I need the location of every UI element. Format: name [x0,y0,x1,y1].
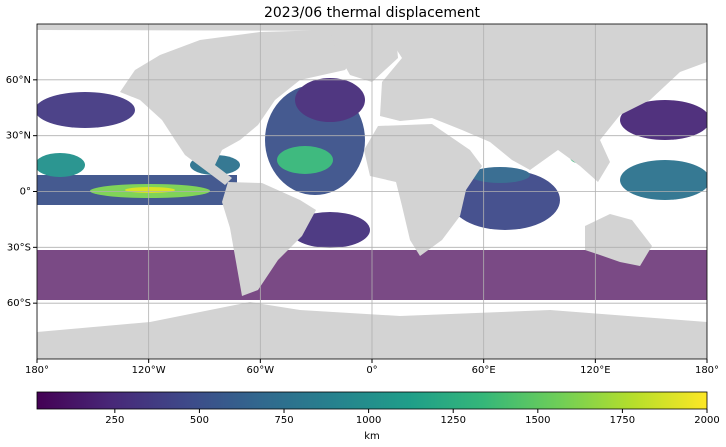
south-america [222,182,316,296]
x-tick-label: 0° [366,365,377,376]
field-patch [620,100,707,140]
colorbar-tick-label: 1500 [525,415,550,426]
y-tick-label: 30°S [7,242,31,253]
y-tick-label: 0° [20,187,31,198]
x-tick-label: 180° [695,365,719,376]
x-tick-label: 120°E [580,365,610,376]
colorbar-tick-label: 1000 [356,415,381,426]
australia [585,214,652,266]
field-patch [37,92,135,128]
y-tick-label: 60°S [7,298,31,309]
field-patch [620,160,707,200]
x-tick-label: 120°W [132,365,166,376]
field-patch [37,153,85,177]
y-tick-label: 60°N [6,75,31,86]
map-area [37,24,707,359]
field-patch [125,187,175,193]
y-tick-label: 30°N [6,131,31,142]
x-tick-label: 60°E [472,365,496,376]
colorbar-tick-label: 500 [190,415,209,426]
x-tick-label: 60°W [247,365,275,376]
colorbar-label: km [364,431,380,442]
eurasia [380,24,707,182]
colorbar-tick-label: 2000 [694,415,719,426]
africa [364,124,482,256]
colorbar-tick-label: 750 [274,415,293,426]
field-patch [295,78,365,122]
grid [37,24,707,359]
x-tick-label: 180° [25,365,49,376]
colorbar-tick-label: 1250 [440,415,465,426]
north-america [120,30,370,185]
greenland [330,26,398,82]
map-title: 2023/06 thermal displacement [264,5,481,21]
colorbar [36,391,708,410]
field-patch [277,146,333,174]
field-patch [450,170,560,230]
colorbar-tick-label: 1750 [610,415,635,426]
field-patch [470,167,530,183]
colorbar-tick-label: 250 [105,415,124,426]
